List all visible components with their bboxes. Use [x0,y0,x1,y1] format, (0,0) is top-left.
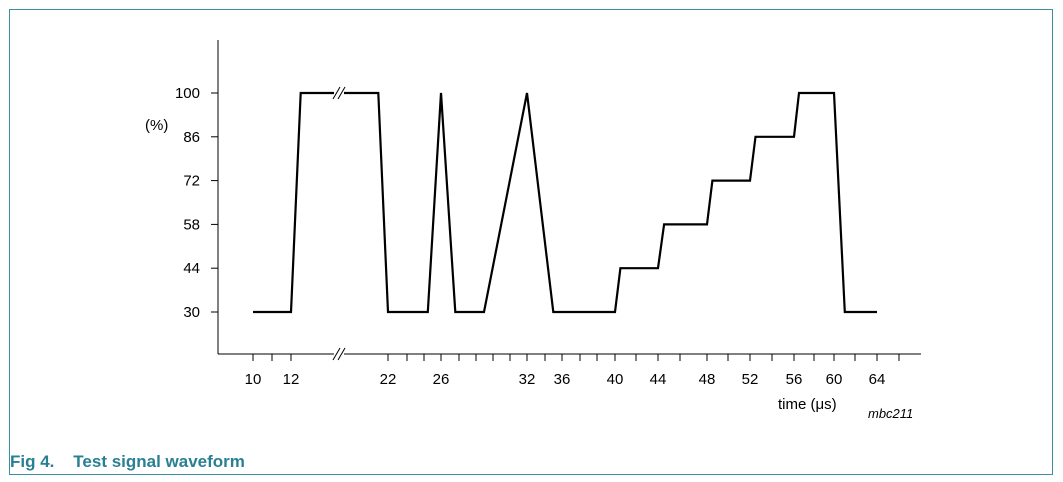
x-tick-label: 26 [433,371,450,388]
x-axis-break-mark-gap [334,351,344,357]
x-tick-label: 10 [245,371,262,388]
axis-break-marks [332,86,346,361]
x-axis-break-mark-stroke [332,347,341,361]
x-axis-break-mark-stroke [337,347,346,361]
x-tick-label: 56 [786,371,803,388]
x-tick-label: 22 [380,371,397,388]
y-axis-label: (%) [145,117,168,134]
x-tick-label: 52 [742,371,759,388]
chart-axes [217,40,921,357]
chart-tick-labels: 30 44 58 72 86 100 10 12 22 26 32 36 40 44 48 52 56 60 64 [175,85,885,388]
x-tick-label: 60 [826,371,843,388]
x-axis-label: time (μs) [778,396,837,413]
waveform-break-mark-stroke [332,86,341,100]
y-tick-label: 86 [183,129,200,146]
x-tick-label: 36 [554,371,571,388]
x-tick-label: 44 [650,371,667,388]
y-tick-label: 58 [183,216,200,233]
waveform-break-mark-stroke [337,86,346,100]
x-tick-label: 40 [607,371,624,388]
waveform-series-line [253,91,877,314]
waveform-break-mark-gap [334,90,344,96]
x-tick-label: 32 [519,371,536,388]
figure-frame [9,9,1053,475]
chart-series [253,91,877,314]
figure-caption: Fig 4. Test signal waveform [10,452,245,471]
y-tick-label: 100 [175,85,200,102]
x-tick-label: 48 [699,371,716,388]
y-tick-label: 44 [183,260,200,277]
chart-ticks [211,92,900,361]
y-tick-label: 72 [183,173,200,190]
x-tick-label: 64 [869,371,886,388]
x-tick-label: 12 [283,371,300,388]
y-tick-label: 30 [183,304,200,321]
figure-code-label: mbc211 [868,406,913,421]
